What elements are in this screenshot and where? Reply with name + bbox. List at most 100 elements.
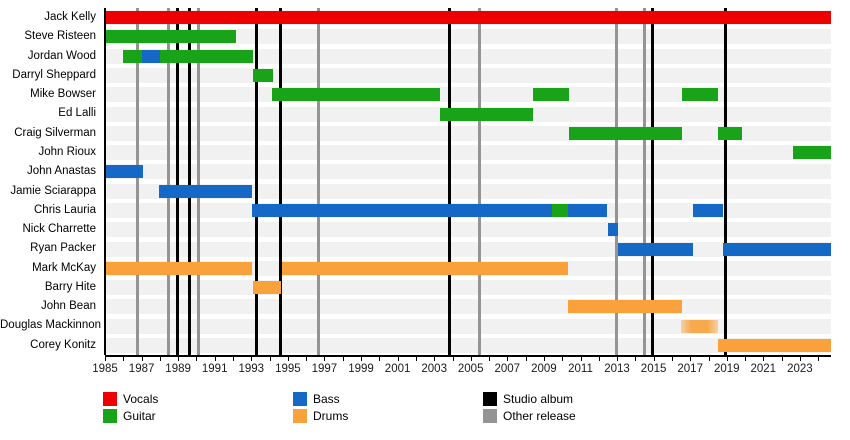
axis-tick: [543, 357, 545, 361]
member-bar-guitar: [568, 126, 682, 140]
axis-tick: [434, 357, 436, 361]
axis-tick: [342, 357, 344, 361]
member-label: Jack Kelly: [44, 11, 96, 23]
axis-tick: [214, 357, 216, 361]
member-bar-guitar: [552, 203, 568, 217]
member-label: Mike Bowser: [30, 88, 96, 101]
member-bar-bass: [105, 165, 143, 179]
axis-tick: [745, 357, 747, 361]
member-bar-guitar: [439, 107, 533, 121]
member-bar-drums: [567, 300, 682, 314]
member-bar-vocals: [105, 11, 831, 25]
member-label: Jamie Sciarappa: [10, 184, 96, 197]
axis-year-label: 2011: [568, 363, 593, 375]
axis-year-label: 2009: [531, 363, 557, 375]
axis-year-label: 2001: [384, 363, 411, 375]
member-label: John Rioux: [38, 145, 96, 158]
axis-tick: [580, 357, 582, 361]
legend-swatch-guitar: [103, 409, 117, 423]
axis-year-label: 2007: [494, 363, 521, 375]
axis-tick: [123, 357, 125, 361]
axis-year-label: 1995: [275, 363, 301, 375]
axis-tick: [287, 357, 289, 361]
member-label: Barry Hite: [44, 280, 96, 293]
row-stripe: [105, 68, 831, 83]
other-release-line: [135, 8, 139, 355]
member-bar-guitar: [123, 49, 142, 63]
legend-swatch-studio_album: [483, 392, 497, 406]
axis-year-label: 2021: [750, 363, 777, 375]
axis-year-label: 1991: [201, 363, 228, 375]
axis-year-label: 2015: [640, 363, 667, 375]
member-bar-guitar: [717, 126, 743, 140]
member-bar-drums: [253, 281, 282, 294]
axis-tick: [671, 357, 673, 361]
axis-tick: [726, 357, 728, 361]
member-label: Mark McKay: [32, 261, 96, 274]
axis-tick: [635, 357, 637, 361]
other-release-line: [316, 8, 320, 355]
axis-year-label: 1987: [128, 363, 155, 375]
member-bar-guitar: [253, 69, 274, 82]
member-label: Craig Silverman: [14, 126, 96, 139]
member-label: Chris Lauria: [34, 203, 96, 216]
axis-year-label: 1985: [92, 363, 118, 375]
row-stripe: [105, 222, 831, 238]
x-axis-line: [105, 355, 831, 357]
member-bar-drums: [717, 338, 831, 352]
studio-album-line: [187, 8, 191, 355]
axis-tick: [690, 357, 692, 361]
axis-year-label: 2003: [421, 363, 447, 375]
member-bar-drums: [281, 261, 568, 275]
axis-tick: [562, 357, 564, 361]
legend-swatch-other_release: [483, 409, 497, 423]
axis-tick: [452, 357, 454, 361]
member-bar-drums: [105, 261, 253, 275]
axis-tick: [196, 357, 198, 361]
member-label: Ed Lalli: [58, 107, 96, 120]
member-label: Darryl Sheppard: [12, 68, 96, 81]
axis-tick: [379, 357, 381, 361]
axis-tick: [470, 357, 472, 361]
axis-year-label: 1993: [238, 363, 265, 375]
axis-tick: [617, 357, 618, 361]
member-label: Ryan Packer: [30, 242, 96, 255]
row-stripe: [105, 183, 831, 199]
member-bar-bass: [158, 184, 253, 198]
member-label: Steve Risteen: [24, 30, 96, 43]
row-stripe: [105, 48, 831, 64]
member-label: Corey Konitz: [30, 338, 96, 351]
axis-year-label: 2017: [677, 363, 703, 375]
axis-year-label: 1999: [348, 363, 374, 375]
studio-album-line: [724, 8, 728, 355]
axis-tick: [397, 357, 399, 361]
legend-label: Studio album: [503, 392, 574, 406]
member-bar-guitar: [682, 88, 718, 102]
plot-left-border: [104, 8, 106, 355]
legend-label: Drums: [313, 409, 349, 423]
axis-tick: [361, 357, 362, 361]
studio-album-line: [279, 8, 283, 355]
row-stripe: [105, 337, 831, 353]
axis-tick: [708, 357, 710, 361]
legend-label: Guitar: [123, 409, 156, 423]
member-bar-guitar: [105, 30, 236, 44]
axis-tick: [251, 357, 253, 361]
member-bar-guitar: [159, 49, 254, 63]
studio-album-line: [651, 8, 655, 355]
axis-tick: [105, 357, 106, 361]
axis-tick: [415, 357, 417, 361]
axis-tick: [489, 357, 490, 361]
legend-label: Bass: [313, 392, 340, 406]
member-bar-guitar: [272, 88, 440, 102]
other-release-line: [477, 8, 481, 355]
row-stripe: [105, 29, 831, 45]
member-bar-bass: [618, 242, 693, 256]
member-bar-bass: [607, 223, 618, 237]
legend-label: Vocals: [123, 392, 159, 406]
row-stripe: [105, 280, 831, 295]
legend-swatch-vocals: [103, 392, 117, 406]
axis-tick: [178, 357, 180, 361]
